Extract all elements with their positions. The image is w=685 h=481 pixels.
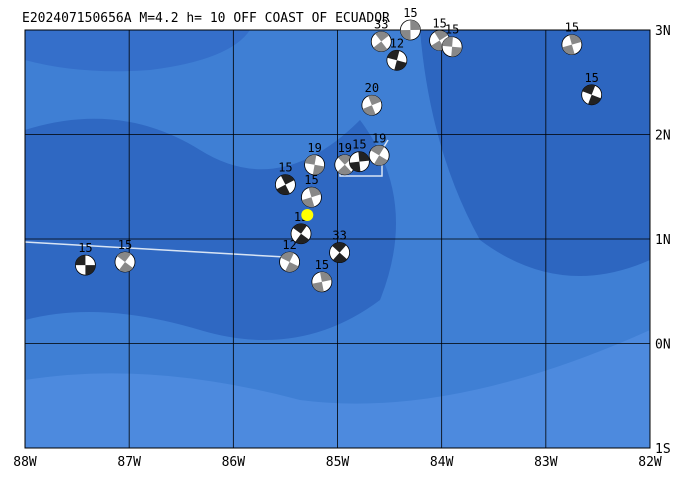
focal-mechanism: 15 xyxy=(301,173,322,208)
focal-mechanism: 15 xyxy=(275,161,296,196)
depth-label: 12 xyxy=(390,36,404,50)
compression-quadrant xyxy=(304,154,325,175)
depth-label: 15 xyxy=(403,6,417,20)
focal-mechanism: 33 xyxy=(370,17,392,52)
epicenter xyxy=(301,208,314,221)
focal-mechanism: 15 xyxy=(114,238,136,273)
depth-label: 19 xyxy=(307,141,321,155)
compression-quadrant xyxy=(312,271,332,292)
lon-tick-label: 82W xyxy=(638,455,662,470)
lon-tick-label: 84W xyxy=(430,455,454,470)
focal-mechanism: 15 xyxy=(311,258,333,293)
lon-tick-label: 88W xyxy=(13,455,37,470)
depth-label: 15 xyxy=(432,16,446,30)
depth-label: 19 xyxy=(338,141,352,155)
lat-tick-label: 3N xyxy=(655,24,671,39)
focal-mechanism: 19 xyxy=(304,141,325,176)
compression-quadrant xyxy=(280,251,299,272)
compression-quadrant xyxy=(349,151,370,172)
focal-mechanism: 20 xyxy=(361,81,383,116)
depth-label: 15 xyxy=(304,173,318,187)
depth-label: 15 xyxy=(352,138,366,152)
focal-mechanism: 19 xyxy=(368,131,390,166)
focal-mechanism: 15 xyxy=(400,6,421,41)
depth-label: 15 xyxy=(565,21,579,35)
compression-quadrant xyxy=(562,34,582,55)
depth-label: 15 xyxy=(78,241,92,255)
lat-tick-label: 1S xyxy=(655,442,671,457)
focal-mechanism: 15 xyxy=(75,241,96,276)
compression-quadrant xyxy=(337,154,353,175)
compression-quadrant xyxy=(373,31,390,52)
compression-quadrant xyxy=(292,223,310,244)
focal-mechanism: 15 xyxy=(290,210,312,245)
depth-label: 12 xyxy=(282,238,296,252)
focal-mechanism: 15 xyxy=(348,138,370,173)
compression-quadrant xyxy=(301,187,322,208)
depth-label: 20 xyxy=(365,81,379,95)
compression-quadrant xyxy=(75,255,96,276)
compression-quadrant xyxy=(400,20,421,40)
focal-mechanism: 12 xyxy=(386,36,408,71)
lon-tick-label: 85W xyxy=(326,455,350,470)
compression-quadrant xyxy=(442,36,463,57)
lon-tick-label: 87W xyxy=(117,455,141,470)
depth-label: 15 xyxy=(278,161,292,175)
lat-tick-label: 1N xyxy=(655,233,671,248)
compression-quadrant xyxy=(582,84,602,105)
focal-mechanism: 15 xyxy=(581,71,603,106)
lat-tick-label: 0N xyxy=(655,338,671,353)
frame xyxy=(24,29,651,449)
focal-mechanism: 12 xyxy=(279,238,300,273)
depth-label: 33 xyxy=(374,17,388,31)
depth-label: 15 xyxy=(584,71,598,85)
depth-label: 33 xyxy=(332,229,346,243)
compression-quadrant xyxy=(370,145,388,166)
lat-tick-label: 2N xyxy=(655,129,671,144)
compression-quadrant xyxy=(362,95,382,116)
depth-label: 15 xyxy=(315,258,329,272)
focal-mechanism: 15 xyxy=(441,23,463,58)
depth-label: 15 xyxy=(445,23,459,37)
focal-mechanism: 15 xyxy=(561,21,583,56)
compression-quadrant xyxy=(332,242,348,263)
compression-quadrant xyxy=(431,30,449,51)
depth-label: 15 xyxy=(118,238,132,252)
lon-tick-label: 86W xyxy=(222,455,246,470)
depth-label: 19 xyxy=(372,131,386,145)
map-title: E202407150656A M=4.2 h= 10 OFF COAST OF … xyxy=(22,11,390,26)
compression-quadrant xyxy=(117,251,133,272)
compression-quadrant xyxy=(276,174,295,195)
focal-mechanism: 33 xyxy=(329,229,350,263)
compression-quadrant xyxy=(387,50,407,71)
lon-tick-label: 83W xyxy=(534,455,558,470)
